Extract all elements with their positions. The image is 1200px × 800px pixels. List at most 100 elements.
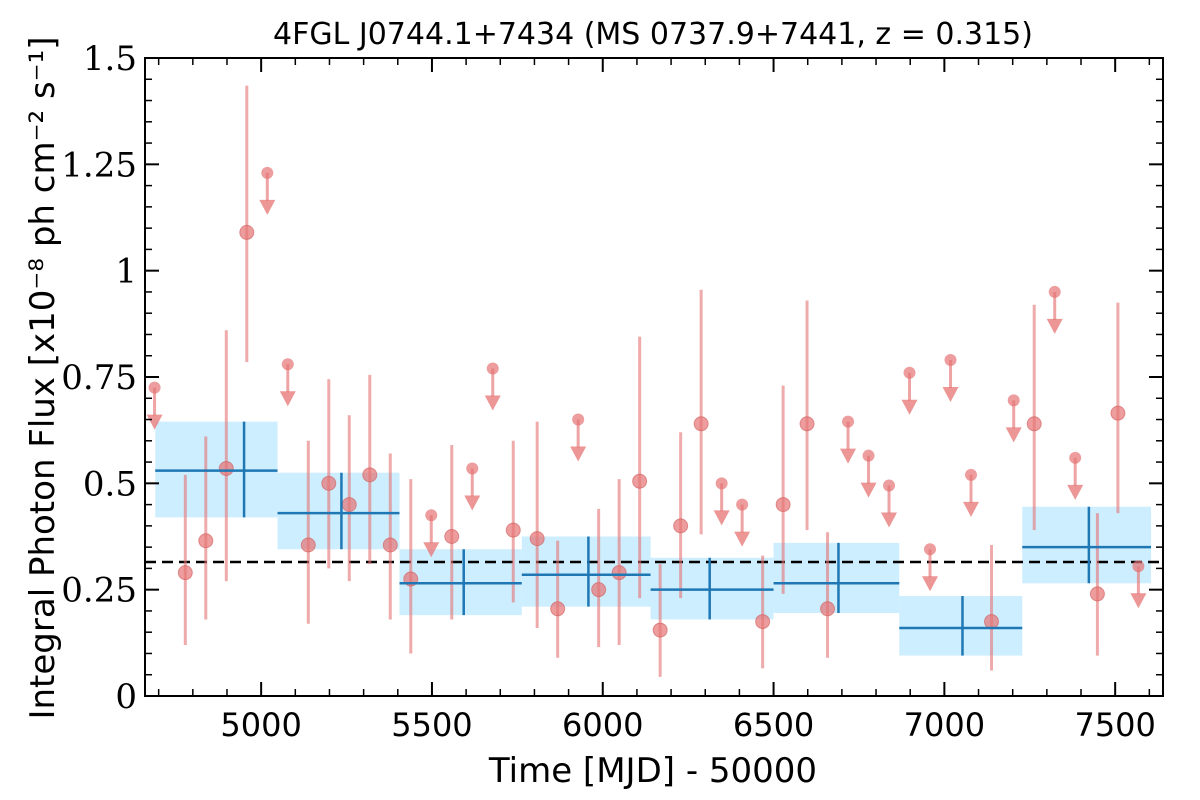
upper-limit-8 — [734, 499, 750, 547]
upper-limit-6 — [570, 414, 586, 462]
y-tick-label: 0.5 — [83, 464, 137, 504]
flux-point-14 — [592, 583, 606, 597]
y-tick-label: 0.25 — [61, 571, 137, 611]
upper-limit-arrow — [1067, 485, 1083, 500]
chart-title: 4FGL J0744.1+7434 (MS 0737.9+7441, z = 0… — [273, 17, 1033, 52]
upper-limit-arrow — [485, 395, 501, 410]
upper-limit-marker — [466, 462, 478, 474]
upper-limit-7 — [714, 477, 730, 525]
x-axis-title: Time [MJD] - 50000 — [488, 751, 817, 791]
x-tick-label: 7500 — [1074, 706, 1155, 744]
x-tick-label: 6000 — [562, 706, 643, 744]
upper-limit-18 — [1067, 452, 1083, 500]
upper-limit-13 — [922, 543, 938, 591]
upper-limit-arrow — [714, 510, 730, 525]
y-tick-label: 1.5 — [83, 39, 137, 79]
upper-limit-arrow — [1047, 319, 1063, 334]
flux-point-5 — [322, 476, 336, 490]
x-tick-label: 5500 — [391, 706, 472, 744]
upper-limit-arrow — [902, 400, 918, 415]
upper-limit-arrow — [861, 483, 877, 498]
upper-limit-4 — [464, 462, 480, 510]
x-tick-label: 7000 — [904, 706, 985, 744]
bin-band-6 — [899, 596, 1022, 656]
upper-limit-arrow — [464, 495, 480, 510]
flux-point-20 — [756, 615, 770, 629]
upper-limit-marker — [863, 450, 875, 462]
upper-limit-marker — [261, 167, 273, 179]
upper-limit-arrow — [280, 391, 296, 406]
flux-point-18 — [674, 519, 688, 533]
upper-limit-marker — [924, 543, 936, 555]
flux-point-1 — [199, 534, 213, 548]
flux-point-8 — [383, 538, 397, 552]
upper-limit-19 — [1130, 560, 1146, 608]
upper-limit-arrow — [840, 449, 856, 464]
x-tick-label: 5000 — [220, 706, 301, 744]
upper-limit-marker — [965, 469, 977, 481]
upper-limit-10 — [861, 450, 877, 498]
flux-point-23 — [821, 602, 835, 616]
upper-limit-17 — [1047, 286, 1063, 334]
upper-limit-arrow — [922, 576, 938, 591]
upper-limit-marker — [149, 382, 161, 394]
flux-point-3 — [240, 225, 254, 239]
bin-band-5 — [774, 543, 900, 613]
upper-limit-marker — [1132, 560, 1144, 572]
upper-limit-15 — [963, 469, 979, 517]
upper-limit-marker — [1049, 286, 1061, 298]
flux-point-26 — [1090, 587, 1104, 601]
upper-limit-marker — [282, 358, 294, 370]
flux-point-4 — [301, 538, 315, 552]
upper-limit-arrow — [570, 447, 586, 462]
y-tick-label: 1 — [115, 252, 137, 292]
upper-limit-arrow — [734, 532, 750, 547]
upper-limit-arrow — [881, 512, 897, 527]
y-tick-label: 1.25 — [61, 145, 137, 185]
upper-limit-arrow — [259, 200, 275, 215]
upper-limit-12 — [902, 367, 918, 415]
y-tick-label: 0.75 — [61, 358, 137, 398]
y-axis-title: Integral Photon Flux [x10⁻⁸ ph cm⁻² s⁻¹] — [23, 36, 63, 719]
upper-limit-5 — [485, 362, 501, 410]
upper-limit-arrow — [1006, 427, 1022, 442]
flux-point-2 — [219, 461, 233, 475]
upper-limit-marker — [1069, 452, 1081, 464]
upper-limit-marker — [572, 414, 584, 426]
upper-limit-9 — [840, 416, 856, 464]
upper-limit-marker — [425, 509, 437, 521]
upper-limit-marker — [716, 477, 728, 489]
upper-limit-2 — [280, 358, 296, 406]
upper-limit-16 — [1006, 394, 1022, 442]
upper-limit-14 — [943, 354, 959, 402]
upper-limit-1 — [259, 167, 275, 215]
bin-band-3 — [522, 537, 651, 607]
upper-limit-marker — [842, 416, 854, 428]
upper-limit-marker — [904, 367, 916, 379]
upper-limit-marker — [487, 362, 499, 374]
flux-point-15 — [612, 566, 626, 580]
flux-point-16 — [633, 474, 647, 488]
upper-limit-arrow — [1130, 593, 1146, 608]
flux-point-25 — [1027, 417, 1041, 431]
flux-point-13 — [551, 602, 565, 616]
bin-band-7 — [1022, 507, 1151, 584]
flux-point-7 — [363, 468, 377, 482]
upper-limit-arrow — [943, 387, 959, 402]
upper-limit-arrow — [963, 502, 979, 517]
upper-limit-marker — [945, 354, 957, 366]
flux-point-24 — [985, 615, 999, 629]
x-tick-label: 6500 — [733, 706, 814, 744]
y-tick-label: 0 — [115, 677, 137, 717]
flux-point-21 — [776, 498, 790, 512]
upper-limit-marker — [1008, 394, 1020, 406]
flux-point-0 — [178, 566, 192, 580]
flux-point-22 — [800, 417, 814, 431]
upper-limit-11 — [881, 479, 897, 527]
flux-point-6 — [342, 498, 356, 512]
flux-point-17 — [653, 623, 667, 637]
upper-limit-marker — [736, 499, 748, 511]
light-curve-chart: 5000 5500 6000 6500 7000 7500 0 0.25 0.5 0.75 1 1.… — [0, 0, 1200, 800]
flux-point-27 — [1111, 406, 1125, 420]
flux-point-10 — [445, 530, 459, 544]
